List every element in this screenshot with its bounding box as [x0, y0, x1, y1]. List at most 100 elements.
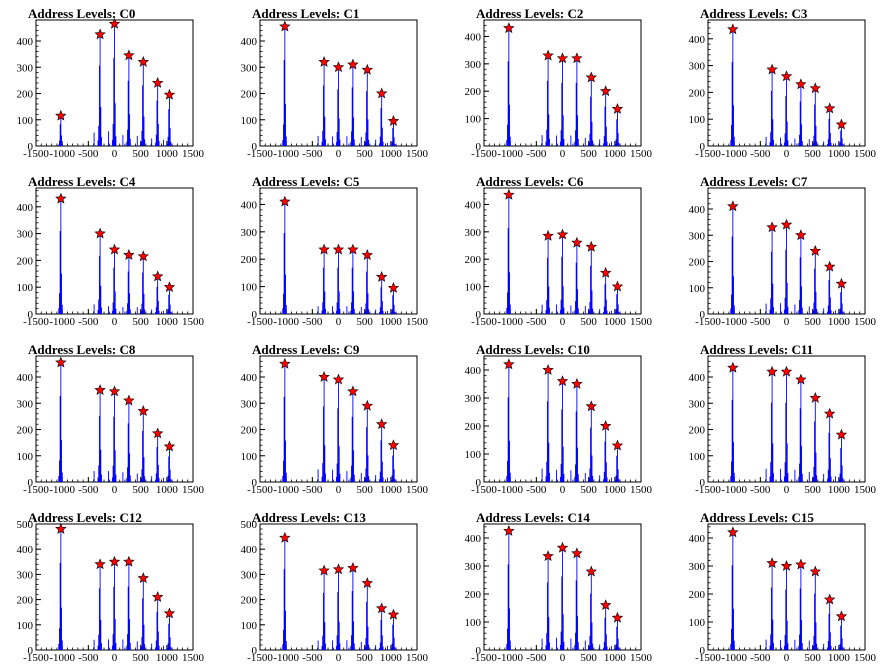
histogram-peak	[162, 613, 172, 650]
y-tick-label: 400	[465, 199, 482, 211]
peak-marker	[727, 526, 739, 538]
x-tick-label: -500	[750, 316, 771, 328]
peak-marker	[279, 357, 291, 369]
x-tick-label: 500	[580, 652, 597, 664]
histogram-plot: 0 100 200 300 400 -1500 -1000 -500 0 500 1000 1500	[465, 187, 653, 328]
histogram-peak	[765, 69, 774, 146]
histogram-peak	[506, 28, 511, 146]
y-tick-label: 400	[689, 34, 706, 46]
y-tick-label: 400	[689, 533, 706, 545]
histogram-peak	[136, 578, 146, 650]
peak-marker	[542, 550, 554, 562]
histogram-peak	[570, 384, 579, 482]
x-tick-label: -1500	[247, 652, 273, 664]
histogram-plot: 0 100 200 300 400 -1500 -1000 -500 0 500 1000 1500	[689, 355, 877, 496]
x-tick-label: -1000	[721, 652, 747, 664]
x-tick-label: -500	[526, 316, 547, 328]
peak-marker	[835, 277, 848, 289]
panel-title: Address Levels: C15	[700, 510, 814, 525]
peak-marker	[766, 63, 778, 75]
x-tick-label: 1500	[854, 148, 877, 160]
histogram-peak	[570, 58, 579, 146]
x-tick-label: 500	[356, 484, 373, 496]
y-tick-label: 0	[700, 645, 706, 657]
peak-marker	[151, 591, 164, 602]
y-tick-label: 100	[465, 449, 482, 461]
y-tick-label: 300	[241, 569, 258, 581]
x-tick-label: -500	[526, 484, 547, 496]
y-tick-label: 400	[241, 36, 258, 48]
peak-marker	[55, 192, 67, 204]
x-tick-label: 500	[804, 652, 821, 664]
histogram-peak	[599, 605, 608, 650]
histogram-peak	[332, 249, 341, 314]
peak-marker	[542, 49, 554, 61]
x-tick-label: 1000	[156, 652, 179, 664]
panel-title: Address Levels: C3	[700, 6, 808, 21]
y-tick-label: 100	[465, 114, 482, 126]
x-tick-label: 1000	[828, 316, 851, 328]
peak-marker	[795, 78, 807, 90]
peak-marker	[835, 428, 848, 440]
histogram-peak	[122, 400, 131, 482]
histogram-panel: Address Levels: C5 0 100 200 300 400 -1500 -100…	[224, 168, 448, 336]
histogram-peak	[317, 249, 326, 314]
peak-marker	[611, 280, 624, 292]
histogram-peak	[765, 371, 774, 482]
histogram-peak	[162, 287, 172, 314]
histogram-peak	[834, 434, 844, 482]
histogram-panel: Address Levels: C12 0 100 200 300 400 500 -1500…	[0, 504, 224, 672]
panel-title: Address Levels: C6	[476, 174, 584, 189]
peak-marker	[795, 229, 807, 241]
x-tick-label: -1000	[273, 652, 299, 664]
x-tick-label: 500	[356, 316, 373, 328]
y-tick-label: 300	[465, 393, 482, 405]
peak-marker	[279, 531, 291, 543]
peak-marker	[151, 270, 164, 282]
histogram-peak	[570, 242, 579, 314]
x-tick-label: -500	[526, 148, 547, 160]
peak-marker	[503, 22, 515, 34]
histogram-plot: 0 100 200 300 400 -1500 -1000 -500 0 500 1000 1500	[689, 19, 877, 160]
x-tick-label: 500	[580, 484, 597, 496]
histogram-peak	[151, 597, 160, 650]
peak-marker	[318, 243, 330, 255]
panel-title: Address Levels: C11	[700, 342, 814, 357]
peak-marker	[556, 228, 569, 240]
peak-marker	[55, 109, 67, 121]
histogram-panel: Address Levels: C15 0 100 200 300 400 -1500 -10…	[672, 504, 896, 672]
peak-marker	[780, 70, 793, 82]
peak-marker	[387, 608, 400, 620]
peak-marker	[55, 356, 67, 368]
x-tick-label: -1000	[49, 484, 75, 496]
histogram-plot: 0 100 200 300 400 -1500 -1000 -500 0 500 1000 1500	[241, 355, 429, 496]
peak-marker	[809, 82, 821, 94]
histogram-peak	[360, 405, 370, 482]
histogram-plot: 0 100 200 300 400 -1500 -1000 -500 0 500 1000 1500	[17, 17, 205, 160]
histogram-peak	[584, 406, 594, 482]
peak-marker	[727, 23, 739, 35]
peak-marker	[503, 188, 515, 200]
y-tick-label: 400	[241, 199, 258, 211]
y-tick-label: 200	[465, 421, 482, 433]
histogram-plot: 0 100 200 300 400 500 -1500 -1000 -500 0 500 1000 15…	[241, 519, 429, 664]
histogram-peak	[599, 91, 608, 146]
y-tick-label: 0	[476, 645, 482, 657]
histogram-peak	[780, 76, 789, 146]
y-tick-label: 300	[465, 561, 482, 573]
histogram-peak	[386, 287, 396, 314]
x-tick-label: 1500	[854, 652, 877, 664]
y-tick-label: 100	[689, 114, 706, 126]
histogram-peak	[780, 566, 789, 650]
x-tick-label: -500	[78, 484, 99, 496]
histogram-panel: Address Levels: C0 0 100 200 300 400 -1500 -100…	[0, 0, 224, 168]
x-tick-label: 0	[784, 652, 790, 664]
peak-marker	[332, 243, 345, 255]
panel-title: Address Levels: C1	[252, 6, 360, 21]
peak-marker	[332, 373, 345, 385]
y-tick-label: 0	[252, 141, 258, 153]
x-tick-label: 1000	[828, 652, 851, 664]
histogram-peak	[794, 235, 803, 314]
y-tick-label: 0	[252, 645, 258, 657]
histogram-peak	[317, 377, 326, 482]
